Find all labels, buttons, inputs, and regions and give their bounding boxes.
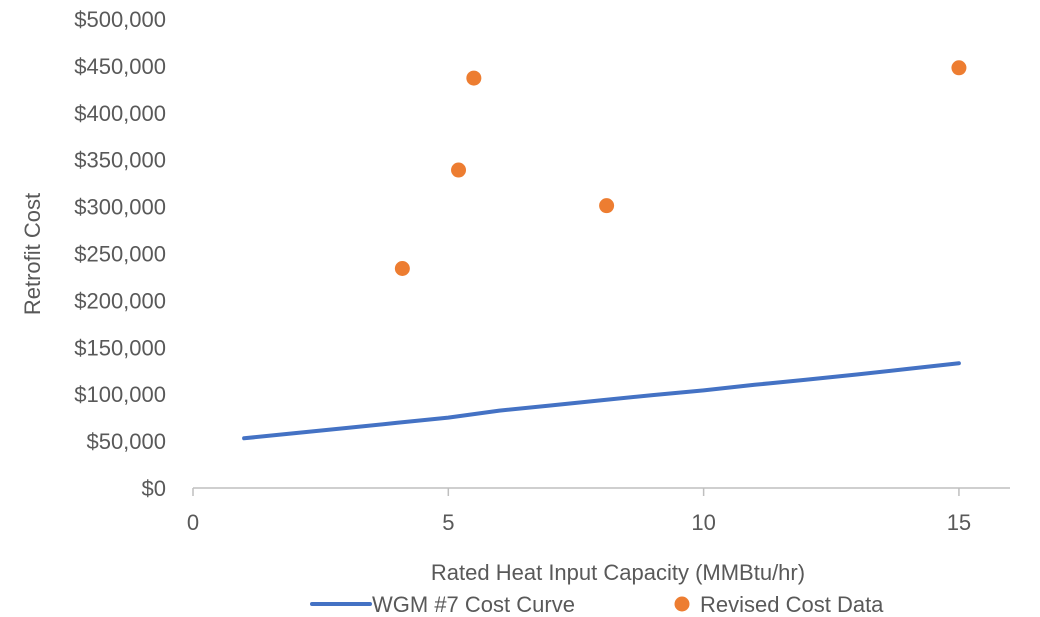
data-point-revised-cost — [466, 70, 482, 86]
y-tick-label: $0 — [142, 476, 166, 501]
data-point-revised-cost — [394, 261, 410, 277]
data-point-revised-cost — [599, 198, 615, 214]
y-tick-label: $100,000 — [74, 382, 166, 407]
y-tick-label: $400,000 — [74, 101, 166, 126]
y-axis-title: Retrofit Cost — [20, 193, 45, 315]
y-axis-tick-labels: $0 $50,000 $100,000 $150,000 $200,000 $250,00… — [74, 7, 166, 501]
plot-area — [242, 60, 967, 441]
x-tick-label: 15 — [947, 510, 971, 535]
y-tick-label: $350,000 — [74, 148, 166, 173]
y-tick-label: $50,000 — [86, 429, 166, 454]
legend: WGM #7 Cost Curve Revised Cost Data — [310, 592, 884, 617]
x-tick-label: 0 — [187, 510, 199, 535]
y-tick-label: $450,000 — [74, 54, 166, 79]
data-point-revised-cost — [951, 60, 967, 76]
legend-dot-swatch — [674, 596, 690, 612]
legend-label-revised: Revised Cost Data — [700, 592, 884, 617]
axes — [192, 487, 1010, 496]
y-tick-label: $500,000 — [74, 7, 166, 32]
x-axis-title: Rated Heat Input Capacity (MMBtu/hr) — [431, 560, 805, 585]
y-tick-label: $200,000 — [74, 288, 166, 313]
legend-label-wgm7: WGM #7 Cost Curve — [372, 592, 575, 617]
series-line-wgm7-cost-curve — [242, 361, 961, 441]
y-tick-label: $300,000 — [74, 195, 166, 220]
x-tick-label: 10 — [691, 510, 715, 535]
x-tick-label: 5 — [442, 510, 454, 535]
x-axis-tick-labels: 0 5 10 15 — [187, 510, 971, 535]
y-tick-label: $250,000 — [74, 242, 166, 267]
data-point-revised-cost — [451, 162, 467, 178]
y-tick-label: $150,000 — [74, 335, 166, 360]
